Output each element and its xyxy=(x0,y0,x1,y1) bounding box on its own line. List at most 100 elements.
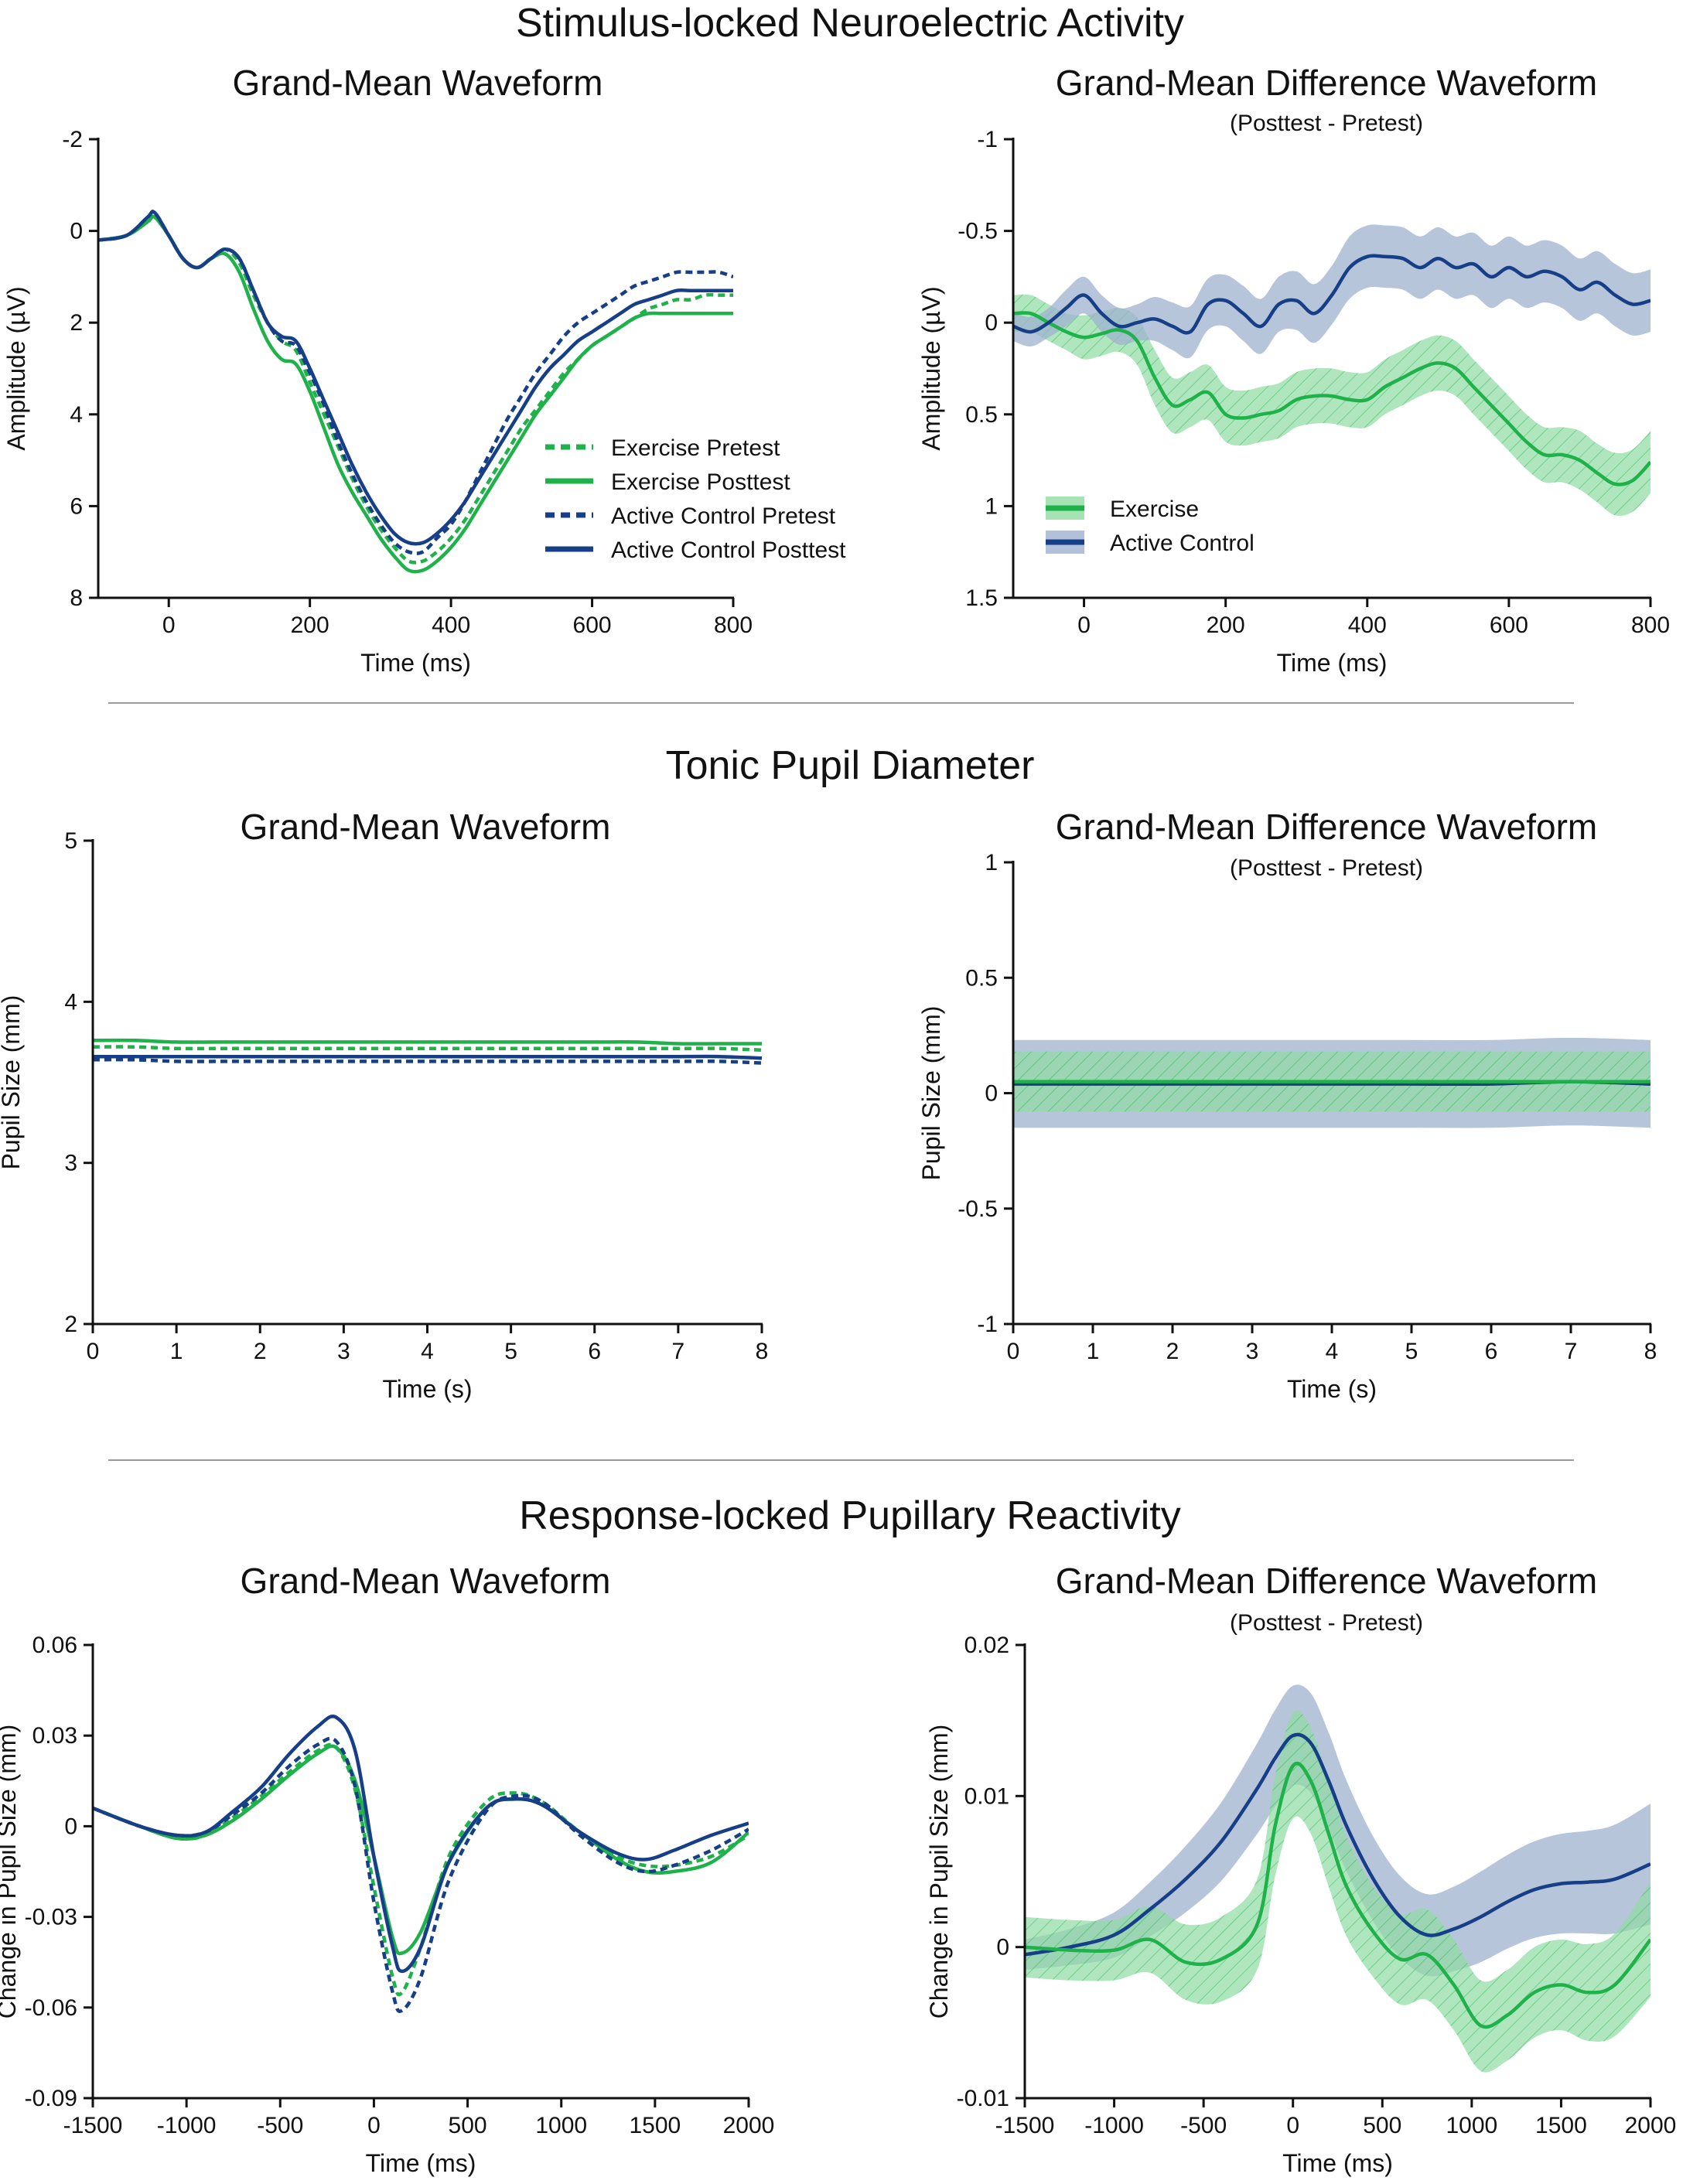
y-tick-label: 1.5 xyxy=(965,585,998,611)
legend-label: Exercise Posttest xyxy=(611,469,790,495)
legend-label: Active Control Pretest xyxy=(611,503,836,529)
x-tick-label: 500 xyxy=(449,2113,487,2138)
y-tick-label: 2 xyxy=(64,1312,77,1337)
x-tick-label: 600 xyxy=(573,613,612,638)
y-tick-label: -1 xyxy=(977,127,998,152)
x-tick-label: 2 xyxy=(254,1339,267,1364)
section-divider-2 xyxy=(108,1459,1574,1461)
y-tick-label: -0.03 xyxy=(25,1905,77,1930)
series-line-active-control xyxy=(1013,254,1651,335)
plot-area xyxy=(1013,224,1651,517)
y-tick-label: 2 xyxy=(70,310,83,336)
panel-title-response-difference: Grand-Mean Difference Waveform xyxy=(1055,1561,1598,1601)
chart-2: 0 200 400 600 800 -1 -0.5 0 0.5 1 1.5 Time (ms) Ampl… xyxy=(917,127,1670,677)
y-tick-label: -2 xyxy=(62,127,83,152)
y-tick-label: 0 xyxy=(996,1935,1009,1960)
y-tick-label: 0.01 xyxy=(964,1783,1009,1809)
x-tick-label: 3 xyxy=(1246,1339,1259,1364)
x-tick-label: 400 xyxy=(1348,613,1387,638)
y-tick-label: -0.5 xyxy=(958,1196,998,1222)
x-tick-label: -1000 xyxy=(157,2113,217,2138)
y-axis-label: Amplitude (µV) xyxy=(2,286,30,450)
plot-area xyxy=(93,1715,749,2013)
confidence-band-hatch-exercise xyxy=(1025,1710,1651,2073)
x-tick-label: 500 xyxy=(1363,2113,1401,2138)
x-tick-label: 5 xyxy=(504,1339,517,1364)
x-tick-label: 5 xyxy=(1405,1339,1418,1364)
series-line-active-control-posttest xyxy=(98,210,733,546)
x-tick-label: 200 xyxy=(1207,613,1245,638)
x-tick-label: 4 xyxy=(1326,1339,1339,1364)
y-tick-label: 1 xyxy=(985,493,998,519)
x-axis-label: Time (ms) xyxy=(1277,649,1388,677)
panel-title-neuro-waveform: Grand-Mean Waveform xyxy=(232,63,603,103)
x-tick-label: -1500 xyxy=(995,2113,1055,2138)
y-tick-label: 8 xyxy=(70,585,83,611)
x-tick-label: 2000 xyxy=(1625,2113,1677,2138)
chart-1: 0 200 400 600 800 -2 0 2 4 6 8 Time (ms) Amplitude (… xyxy=(2,127,753,677)
section-title-pupillary-reactivity: Response-locked Pupillary Reactivity xyxy=(519,1493,1181,1538)
x-tick-label: -500 xyxy=(257,2113,303,2138)
x-tick-label: 600 xyxy=(1490,613,1528,638)
y-tick-label: 0.06 xyxy=(32,1633,77,1658)
y-tick-label: -1 xyxy=(977,1312,998,1337)
y-tick-label: 0 xyxy=(70,219,83,244)
y-tick-label: 0.02 xyxy=(964,1633,1009,1658)
plot-area xyxy=(1025,1684,1651,2073)
panel-title-tonic-difference: Grand-Mean Difference Waveform xyxy=(1055,807,1598,847)
y-tick-label: 4 xyxy=(70,402,83,428)
series-line-active-control-pretest xyxy=(98,210,733,555)
x-tick-label: 1000 xyxy=(1446,2113,1497,2138)
chart-4: 0 1 2 3 4 5 6 7 8 -1 -0.5 0 0.5 1 Time (s) Pupil Size (… xyxy=(917,850,1657,1403)
series-line-exercise-pretest xyxy=(93,1742,749,1997)
series-line-exercise-posttest xyxy=(93,1744,749,1956)
y-tick-label: 6 xyxy=(70,493,83,519)
panel-title-neuro-difference: Grand-Mean Difference Waveform xyxy=(1055,63,1598,103)
plot-area xyxy=(93,1038,762,1065)
series-line-active-control-pretest xyxy=(93,1057,762,1065)
y-tick-label: 0.5 xyxy=(965,965,998,991)
y-tick-label: -0.01 xyxy=(957,2086,1009,2111)
x-tick-label: 800 xyxy=(1631,613,1670,638)
legend-label: Exercise xyxy=(1110,497,1199,522)
y-tick-label: 0 xyxy=(64,1814,77,1839)
y-tick-label: 0 xyxy=(985,1081,998,1107)
x-tick-label: -1000 xyxy=(1084,2113,1144,2138)
chart-5: -1500 -1000 -500 0 500 1000 1500 2000 -0.09 -0.06… xyxy=(0,1633,774,2177)
y-tick-label: 0.5 xyxy=(965,402,998,428)
x-tick-label: 7 xyxy=(672,1339,685,1364)
legend-label: Exercise Pretest xyxy=(611,435,780,461)
x-tick-label: 2 xyxy=(1166,1339,1179,1364)
y-axis-label: Pupil Size (mm) xyxy=(0,995,25,1170)
legend-label: Active Control Posttest xyxy=(611,537,846,563)
y-axis-label: Change in Pupil Size (mm) xyxy=(0,1725,21,2019)
x-tick-label: 400 xyxy=(432,613,470,638)
y-axis-label: Amplitude (µV) xyxy=(917,286,945,450)
plot-area xyxy=(1013,1037,1651,1128)
x-tick-label: 1500 xyxy=(629,2113,681,2138)
series-line-active-control-posttest xyxy=(93,1715,749,1974)
series-line-exercise xyxy=(1025,1761,1651,2029)
y-tick-label: -0.5 xyxy=(958,219,998,244)
x-tick-label: -500 xyxy=(1180,2113,1227,2138)
x-tick-label: 1000 xyxy=(535,2113,587,2138)
y-tick-label: 0 xyxy=(985,310,998,336)
x-axis-label: Time (s) xyxy=(1287,1375,1377,1403)
y-axis-label: Pupil Size (mm) xyxy=(917,1006,945,1181)
panel-title-response-waveform: Grand-Mean Waveform xyxy=(240,1561,611,1601)
chart-3: 0 1 2 3 4 5 6 7 8 2 3 4 5 Time (s) Pupil Size (mm) xyxy=(0,828,768,1403)
series-line-active-control-pretest xyxy=(93,1736,749,2013)
section-divider-1 xyxy=(108,702,1574,704)
x-tick-label: 0 xyxy=(1286,2113,1299,2138)
x-tick-label: 2000 xyxy=(723,2113,775,2138)
series-line-active-control xyxy=(1025,1732,1651,1957)
x-axis-label: Time (s) xyxy=(382,1375,472,1403)
panel-subtitle-neuro-difference: (Posttest - Pretest) xyxy=(1229,111,1424,136)
panel-title-tonic-waveform: Grand-Mean Waveform xyxy=(240,807,611,847)
y-tick-label: 1 xyxy=(985,850,998,875)
x-tick-label: 7 xyxy=(1565,1339,1578,1364)
x-tick-label: 0 xyxy=(367,2113,381,2138)
x-tick-label: 200 xyxy=(291,613,329,638)
legend-difference: Exercise Active Control xyxy=(1046,497,1255,556)
